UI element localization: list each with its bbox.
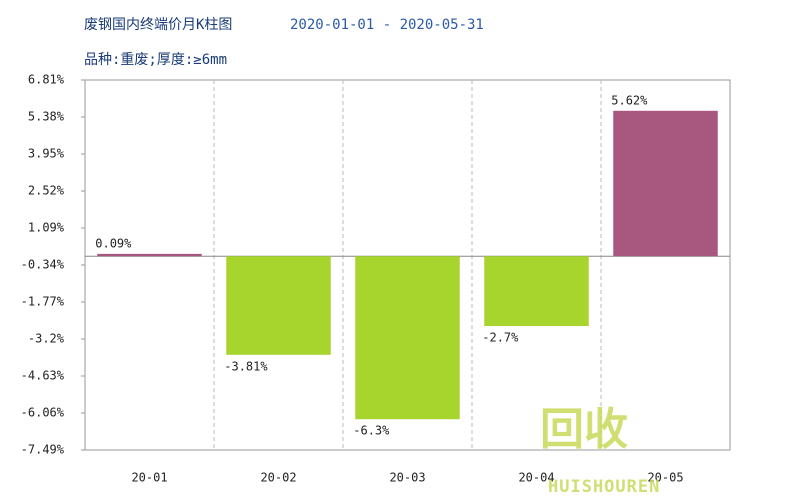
x-tick-label: 20-04 xyxy=(518,471,554,485)
y-tick-label: 2.52% xyxy=(28,184,65,198)
y-tick-label: 3.95% xyxy=(28,147,65,161)
y-tick-label: 6.81% xyxy=(28,73,65,87)
value-label: 5.62% xyxy=(611,93,648,107)
y-tick-label: -3.2% xyxy=(28,332,65,346)
x-tick-label: 20-02 xyxy=(260,471,296,485)
date-range: 2020-01-01 - 2020-05-31 xyxy=(290,17,484,33)
value-label: 0.09% xyxy=(95,236,132,250)
watermark-text: HUISHOUREN xyxy=(548,477,660,497)
x-tick-label: 20-03 xyxy=(389,471,425,485)
y-tick-label: 5.38% xyxy=(28,110,65,124)
y-tick-label: -6.06% xyxy=(21,406,65,420)
value-label: -2.7% xyxy=(482,331,519,345)
x-tick-label: 20-05 xyxy=(647,471,683,485)
watermark: 回收 xyxy=(540,404,628,455)
bar xyxy=(484,256,589,327)
y-tick-label: -4.63% xyxy=(21,369,65,383)
x-tick-label: 20-01 xyxy=(131,471,167,485)
y-tick-label: -0.34% xyxy=(21,258,65,272)
chart-title: 废钢国内终端价月K柱图 xyxy=(84,17,232,33)
y-tick-label: 1.09% xyxy=(28,221,65,235)
bar xyxy=(97,253,202,257)
y-tick-label: -7.49% xyxy=(21,443,65,457)
value-label: -3.81% xyxy=(224,359,268,373)
bar xyxy=(355,256,460,420)
y-tick-label: -1.77% xyxy=(21,295,65,309)
bar xyxy=(226,256,331,355)
chart-subtitle: 品种:重废;厚度:≥6mm xyxy=(84,52,227,68)
value-label: -6.3% xyxy=(353,424,390,438)
bar xyxy=(613,110,718,257)
